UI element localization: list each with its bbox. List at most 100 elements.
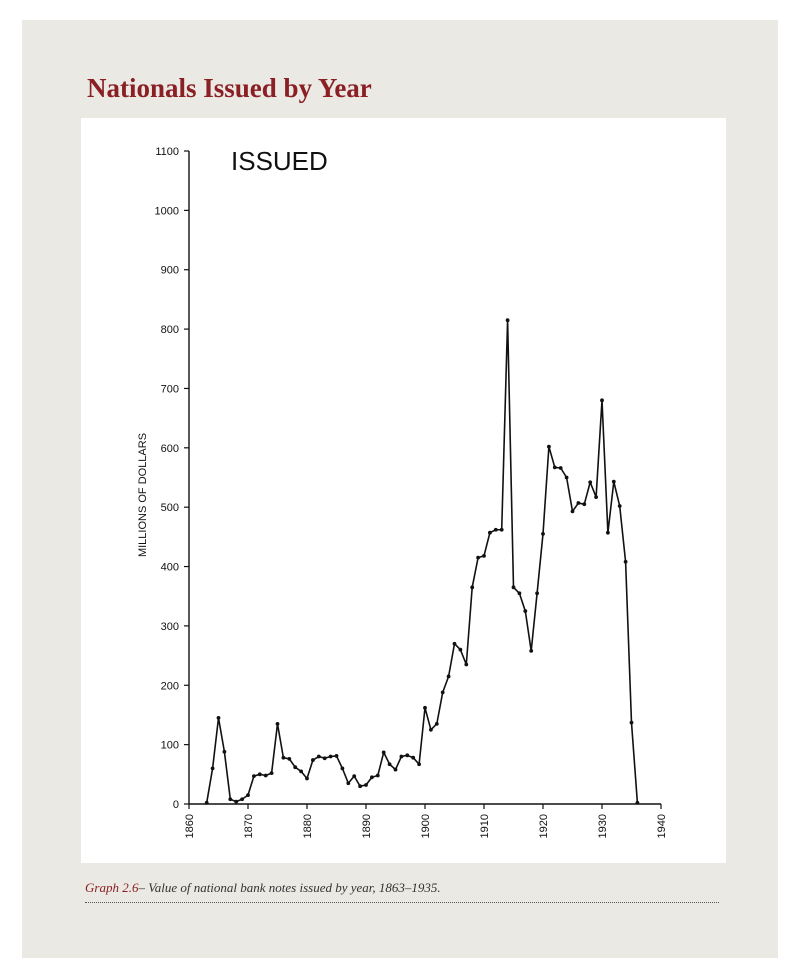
data-point xyxy=(305,776,309,781)
data-point xyxy=(275,721,280,726)
data-point xyxy=(635,800,640,805)
caption-text: – Value of national bank notes issued by… xyxy=(138,880,441,895)
data-point xyxy=(588,480,593,485)
data-point xyxy=(204,800,209,805)
data-point xyxy=(488,530,492,535)
data-point xyxy=(617,504,622,508)
data-point xyxy=(234,799,239,804)
data-point xyxy=(552,465,557,470)
y-tick-label: 200 xyxy=(161,680,179,692)
y-tick-label: 900 xyxy=(161,265,179,277)
data-point xyxy=(316,754,321,759)
data-point xyxy=(411,755,416,760)
data-point xyxy=(263,773,268,778)
x-tick-label: 1910 xyxy=(479,814,491,838)
data-point xyxy=(511,585,516,590)
data-point xyxy=(434,721,439,726)
y-tick-label: 800 xyxy=(161,324,179,336)
data-point xyxy=(293,765,298,770)
data-point xyxy=(611,479,616,484)
data-point xyxy=(576,501,581,505)
data-point xyxy=(299,769,303,774)
data-point xyxy=(311,758,315,762)
data-point xyxy=(399,754,404,759)
data-point xyxy=(499,527,504,532)
data-point xyxy=(352,774,357,778)
y-axis-label: MILLIONS OF DOLLARS xyxy=(137,433,149,557)
data-point xyxy=(505,318,510,323)
data-point xyxy=(464,662,469,667)
data-point xyxy=(375,773,380,778)
data-point xyxy=(222,749,227,754)
data-point xyxy=(629,720,634,725)
figure-caption: Graph 2.6– Value of national bank notes … xyxy=(85,880,719,903)
series-line xyxy=(205,319,639,803)
x-tick-label: 1940 xyxy=(656,814,668,838)
data-point xyxy=(405,753,410,758)
data-point xyxy=(393,767,398,772)
data-point xyxy=(535,591,539,596)
data-point xyxy=(446,674,451,679)
y-tick-label: 400 xyxy=(161,562,179,574)
data-point xyxy=(458,647,463,652)
data-point xyxy=(246,793,250,797)
data-point xyxy=(210,766,215,771)
data-point xyxy=(364,783,368,787)
x-tick-label: 1880 xyxy=(302,814,314,838)
data-point xyxy=(423,705,427,710)
data-point xyxy=(523,609,528,613)
data-point xyxy=(358,784,362,789)
data-point xyxy=(346,781,351,786)
chart-svg: 0 100 200 300 400 500 600 700 800 900 1000 1100 1860… xyxy=(137,146,668,838)
y-tick-label: 600 xyxy=(161,443,179,455)
x-tick-label: 1890 xyxy=(361,814,373,838)
y-tick-label: 700 xyxy=(161,383,179,395)
data-point xyxy=(387,762,392,767)
data-point xyxy=(452,641,457,646)
data-point xyxy=(564,475,569,480)
data-point xyxy=(570,509,575,514)
data-point xyxy=(547,444,551,449)
chart-axes: 0 100 200 300 400 500 600 700 800 900 1000 1100 1860… xyxy=(155,146,668,838)
data-point xyxy=(600,398,604,403)
x-tick-label: 1900 xyxy=(420,814,432,838)
data-point xyxy=(440,690,445,695)
x-tick-label: 1870 xyxy=(243,814,255,838)
data-point xyxy=(257,772,262,777)
data-point xyxy=(582,502,587,507)
data-point xyxy=(340,766,345,771)
data-point xyxy=(529,648,534,653)
chart-figure: 0 100 200 300 400 500 600 700 800 900 1000 1100 1860… xyxy=(81,118,726,863)
y-tick-label: 0 xyxy=(173,799,179,811)
data-point xyxy=(493,527,498,532)
data-point xyxy=(370,775,374,780)
chart-marks xyxy=(204,318,640,805)
data-point xyxy=(541,532,545,536)
x-tick-label: 1860 xyxy=(184,814,196,838)
y-tick-label: 300 xyxy=(161,621,179,633)
y-tick-label: 1000 xyxy=(155,205,179,217)
y-tick-label: 500 xyxy=(161,502,179,514)
y-tick-label: 1100 xyxy=(155,146,179,158)
data-point xyxy=(623,559,628,564)
data-point xyxy=(417,762,421,767)
data-point xyxy=(228,797,233,802)
data-point xyxy=(252,774,256,778)
page-heading: Nationals Issued by Year xyxy=(87,73,372,103)
x-tick-label: 1920 xyxy=(538,814,550,838)
data-point xyxy=(216,716,221,720)
data-point xyxy=(606,530,610,535)
data-point xyxy=(381,750,386,755)
caption-label: Graph 2.6 xyxy=(85,880,139,895)
page-panel: Nationals Issued by Year 0 100 200 300 400 50… xyxy=(22,20,778,958)
data-point xyxy=(470,585,475,590)
data-point xyxy=(269,771,274,776)
y-tick-label: 100 xyxy=(161,740,179,752)
data-point xyxy=(328,754,333,759)
data-point xyxy=(558,466,563,470)
data-point xyxy=(240,797,245,802)
data-point xyxy=(594,495,598,499)
data-point xyxy=(322,756,327,761)
x-tick-label: 1930 xyxy=(597,814,609,838)
data-point xyxy=(517,591,522,596)
